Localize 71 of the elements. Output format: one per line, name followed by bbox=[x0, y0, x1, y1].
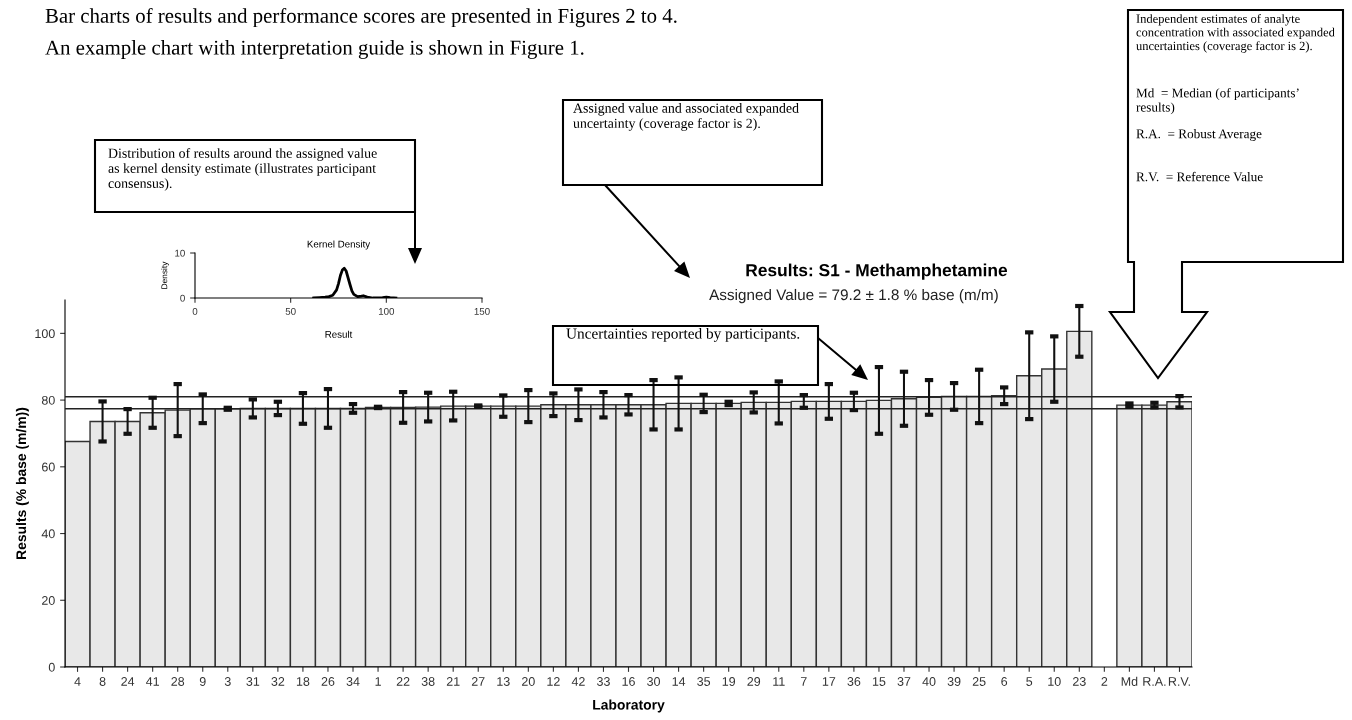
x-tick-label: 21 bbox=[446, 677, 460, 686]
text: Distribution of results around the assigned value as kernel density estimate (illustrates participant consensus). bbox=[108, 148, 377, 191]
x-tick-label: 30 bbox=[647, 677, 661, 686]
text: Assigned value and associated expanded uncertainty (coverage factor is 2). bbox=[573, 103, 799, 131]
text: R.V. = Reference Value bbox=[1136, 171, 1263, 182]
x-tick-label: R.A. bbox=[1143, 677, 1166, 686]
x-tick-label: 2 bbox=[1101, 677, 1108, 686]
x-tick-label: 50 bbox=[285, 307, 296, 315]
x-tick-label: 22 bbox=[396, 677, 410, 686]
y-tick-label: 20 bbox=[42, 596, 55, 605]
y-tick-label: 40 bbox=[41, 529, 55, 539]
x-tick-label: 14 bbox=[672, 677, 686, 686]
annotation: Uncertainties reported by participants. bbox=[566, 328, 800, 342]
y-axis-title: Results (% base (m/m)) bbox=[15, 407, 29, 559]
x-tick-label: 7 bbox=[800, 677, 807, 686]
x-tick-label: R.V. bbox=[1168, 677, 1190, 686]
chart-title: Kernel Density bbox=[307, 240, 371, 250]
x-tick-label: 41 bbox=[145, 677, 159, 686]
text: R.A. = Robust Average bbox=[1136, 129, 1262, 141]
y-axis-title: Density bbox=[161, 261, 169, 289]
x-tick-label: 39 bbox=[947, 677, 961, 686]
x-tick-label: 0 bbox=[192, 307, 198, 315]
x-axis-title: Laboratory bbox=[593, 699, 665, 713]
x-tick-label: 28 bbox=[171, 677, 185, 686]
x-tick-label: 37 bbox=[897, 677, 911, 686]
x-tick-label: 17 bbox=[822, 677, 836, 686]
x-tick-label: 32 bbox=[271, 677, 285, 686]
x-axis-title: Result bbox=[325, 330, 353, 338]
x-tick-label: Md bbox=[1121, 676, 1138, 686]
x-tick-label: 23 bbox=[1072, 677, 1086, 686]
x-tick-label: 12 bbox=[547, 677, 560, 686]
x-tick-label: 100 bbox=[378, 307, 395, 315]
x-tick-label: 4 bbox=[74, 677, 81, 686]
x-tick-label: 36 bbox=[847, 677, 861, 686]
x-tick-label: 13 bbox=[497, 677, 510, 686]
x-tick-label: 1 bbox=[375, 677, 381, 686]
chart-title: Results: S1 - Methamphetamine bbox=[746, 263, 1008, 280]
x-tick-label: 34 bbox=[346, 677, 360, 686]
text: Independent estimates of analyte concentration with associated expanded uncertainties (coverage factor is 2). bbox=[1136, 14, 1335, 53]
x-tick-label: 27 bbox=[471, 677, 485, 686]
chart-subtitle: Assigned Value = 79.2 ± 1.8 % base (m/m) bbox=[709, 288, 998, 304]
x-tick-label: 29 bbox=[747, 677, 761, 686]
y-tick-label: 0 bbox=[48, 662, 55, 672]
x-tick-label: 9 bbox=[199, 677, 206, 686]
text: Bar charts of results and performance scores are presented in Figures 2 to 4. bbox=[45, 8, 677, 28]
y-tick-label: 80 bbox=[41, 395, 55, 405]
x-tick-label: 24 bbox=[121, 677, 135, 686]
x-tick-label: 35 bbox=[697, 677, 711, 686]
x-tick-label: 20 bbox=[522, 677, 535, 686]
y-tick-label: 100 bbox=[35, 329, 55, 339]
x-tick-label: 11 bbox=[773, 677, 785, 686]
x-tick-label: 10 bbox=[1048, 677, 1061, 686]
text: Md = Median (of participants’ results) bbox=[1136, 88, 1299, 115]
x-tick-label: 8 bbox=[99, 677, 106, 686]
x-tick-label: 31 bbox=[246, 677, 260, 686]
x-tick-label: 33 bbox=[596, 677, 610, 686]
x-tick-label: 42 bbox=[571, 677, 585, 686]
x-tick-label: 18 bbox=[296, 677, 310, 686]
x-tick-label: 6 bbox=[1001, 677, 1008, 686]
x-tick-label: 15 bbox=[872, 677, 886, 686]
x-tick-label: 16 bbox=[622, 677, 635, 686]
text: An example chart with interpretation guide is shown in Figure 1. bbox=[45, 40, 584, 59]
y-tick-label: 60 bbox=[42, 462, 55, 472]
x-tick-label: 5 bbox=[1026, 677, 1033, 686]
x-tick-label: 38 bbox=[421, 677, 435, 686]
x-tick-label: 19 bbox=[722, 677, 736, 686]
x-tick-label: 3 bbox=[224, 677, 231, 686]
x-tick-label: 40 bbox=[922, 677, 936, 686]
x-tick-label: 25 bbox=[972, 677, 986, 686]
x-tick-label: 26 bbox=[321, 677, 335, 686]
x-tick-label: 150 bbox=[474, 307, 490, 315]
